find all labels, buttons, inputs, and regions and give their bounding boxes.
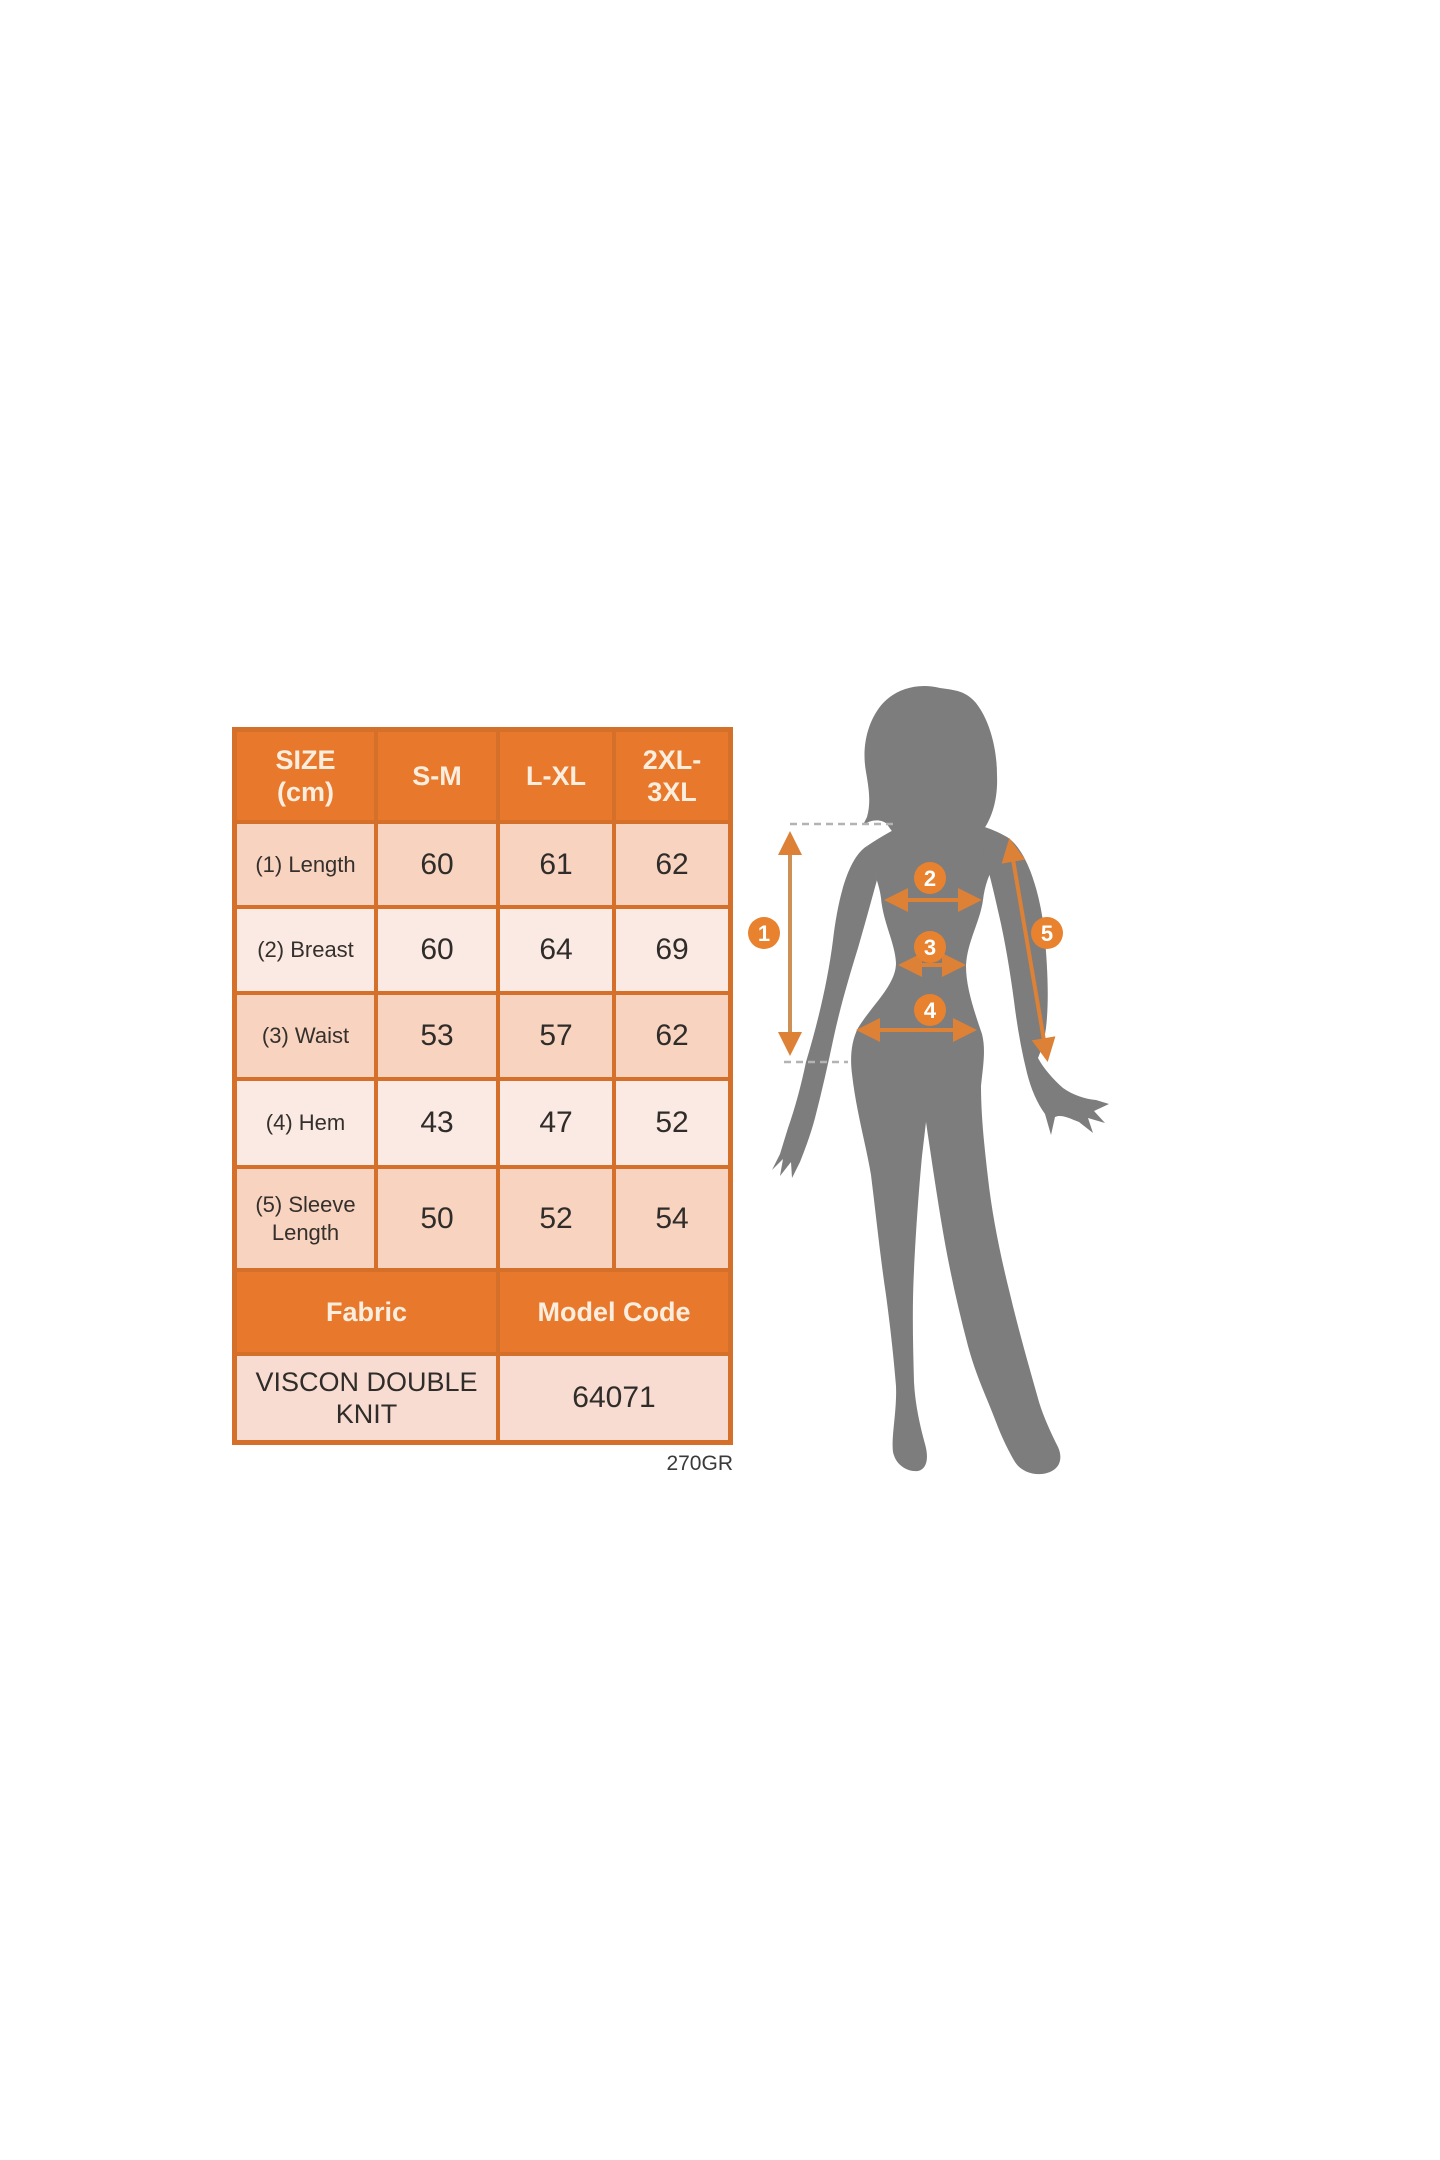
waist-sm: 53 xyxy=(378,995,496,1077)
silhouette-left-arm xyxy=(772,846,877,1178)
measurement-arrow-sleeve xyxy=(1001,838,1056,1062)
marker-1-badge: 1 xyxy=(748,917,780,949)
waist-2xl3xl: 62 xyxy=(616,995,728,1077)
row-label-length: (1) Length xyxy=(237,824,374,905)
silhouette-right-arm xyxy=(982,837,1109,1135)
column-header-sm: S-M xyxy=(378,732,496,820)
model-code-header-cell: Model Code xyxy=(500,1272,728,1352)
row-label-hem: (4) Hem xyxy=(237,1081,374,1165)
row-label-waist: (3) Waist xyxy=(237,995,374,1077)
row-label-sleeve-length: (5) Sleeve Length xyxy=(237,1169,374,1268)
size-header-cell: SIZE (cm) xyxy=(237,732,374,820)
marker-1-label: 1 xyxy=(758,921,770,946)
marker-4-badge: 4 xyxy=(914,994,946,1026)
sleeve-2xl3xl: 54 xyxy=(616,1169,728,1268)
hem-lxl: 47 xyxy=(500,1081,612,1165)
silhouette-head xyxy=(863,686,998,853)
waist-lxl: 57 xyxy=(500,995,612,1077)
breast-2xl3xl: 69 xyxy=(616,909,728,991)
marker-4-label: 4 xyxy=(924,998,937,1023)
breast-sm: 60 xyxy=(378,909,496,991)
silhouette-torso-legs xyxy=(851,821,1061,1475)
model-code-value-cell: 64071 xyxy=(500,1356,728,1440)
body-measurement-figure: 1 2 3 4 5 xyxy=(700,670,1160,1490)
hem-2xl3xl: 52 xyxy=(616,1081,728,1165)
length-sm: 60 xyxy=(378,824,496,905)
marker-3-badge: 3 xyxy=(914,931,946,963)
weight-note: 270GR xyxy=(666,1452,733,1475)
column-header-2xl3xl: 2XL- 3XL xyxy=(616,732,728,820)
female-silhouette xyxy=(772,686,1109,1475)
length-2xl3xl: 62 xyxy=(616,824,728,905)
fabric-header-cell: Fabric xyxy=(237,1272,496,1352)
marker-2-label: 2 xyxy=(924,866,936,891)
marker-2-badge: 2 xyxy=(914,862,946,894)
sleeve-lxl: 52 xyxy=(500,1169,612,1268)
marker-3-label: 3 xyxy=(924,935,936,960)
breast-lxl: 64 xyxy=(500,909,612,991)
length-lxl: 61 xyxy=(500,824,612,905)
row-label-breast: (2) Breast xyxy=(237,909,374,991)
column-header-lxl: L-XL xyxy=(500,732,612,820)
marker-5-badge: 5 xyxy=(1031,917,1063,949)
fabric-value-cell: VISCON DOUBLE KNIT xyxy=(237,1356,496,1440)
size-chart-table: SIZE (cm) S-M L-XL 2XL- 3XL (1) Length 6… xyxy=(232,727,733,1445)
marker-5-label: 5 xyxy=(1041,921,1053,946)
sleeve-sm: 50 xyxy=(378,1169,496,1268)
hem-sm: 43 xyxy=(378,1081,496,1165)
